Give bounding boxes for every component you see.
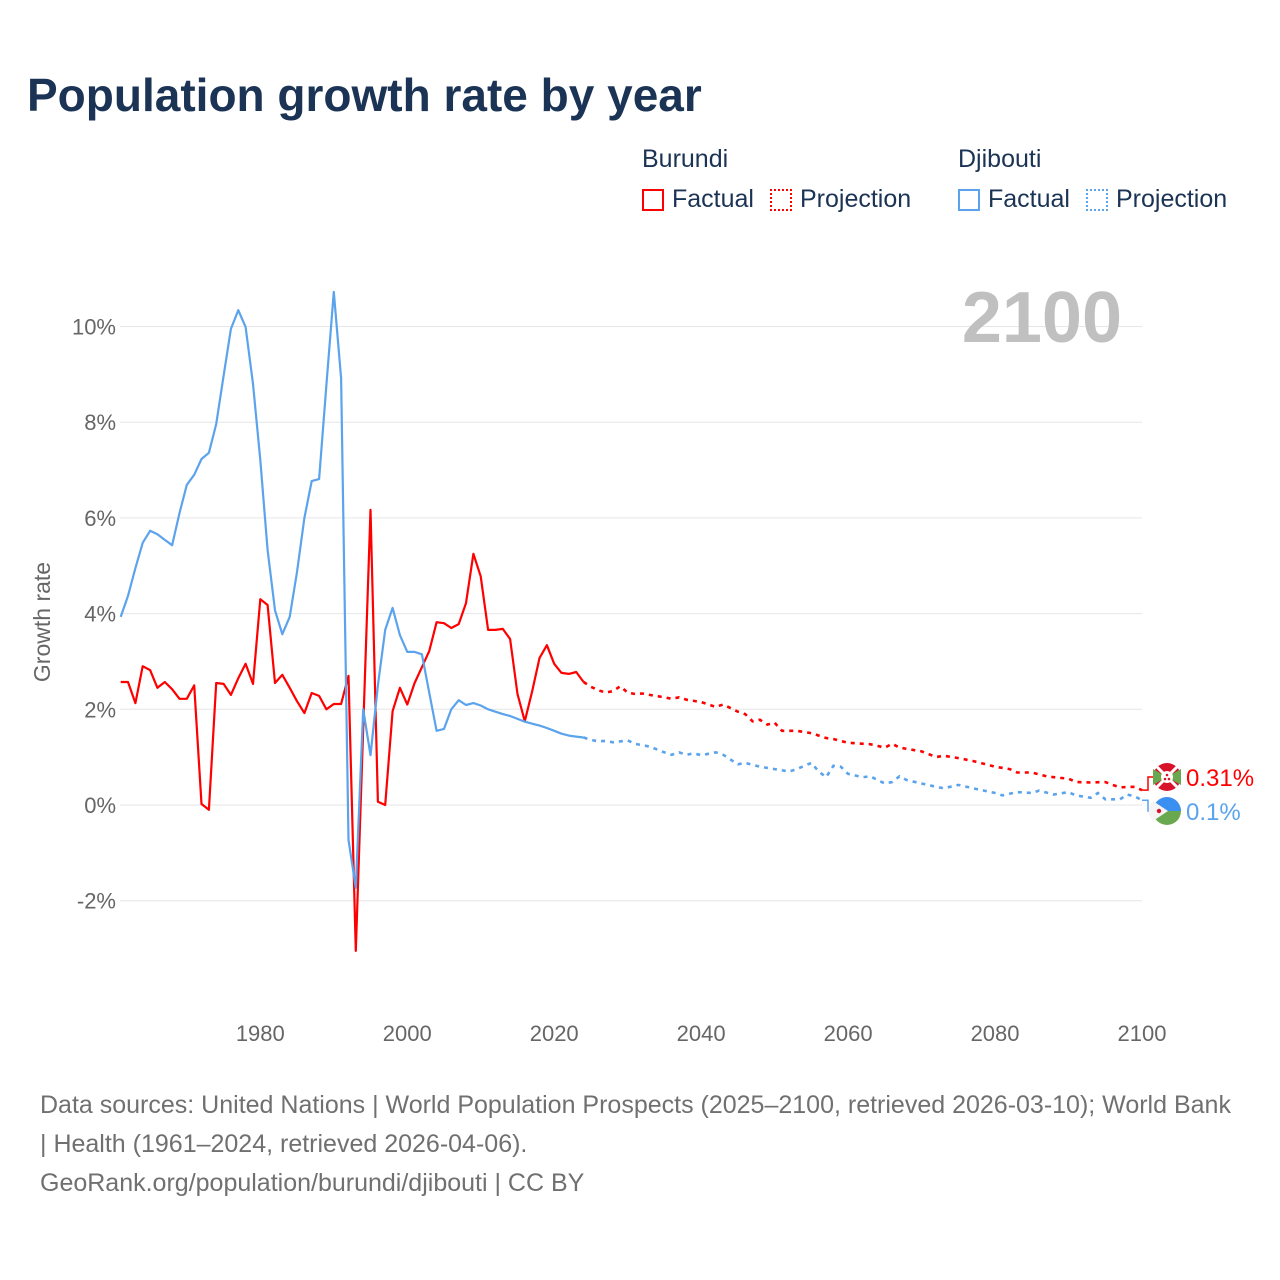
y-tick-label: 2% — [84, 697, 116, 722]
y-axis-label: Growth rate — [29, 562, 55, 682]
legend-group-title: Djibouti — [958, 145, 1042, 173]
end-markers: 0.31% 0.1% — [1142, 761, 1254, 826]
legend-group-burundi: Burundi — [642, 145, 728, 174]
series-lines — [119, 290, 1143, 953]
flag-star — [1165, 773, 1169, 777]
burundi-flag-icon — [1151, 761, 1183, 793]
y-tick-label: 10% — [72, 315, 116, 340]
line-burundi-projection — [582, 680, 1143, 792]
x-tick-label: 2020 — [530, 1021, 579, 1046]
year-overlay: 2100 — [962, 278, 1122, 358]
solid-swatch-icon — [958, 188, 980, 211]
end-label-burundi: 0.31% — [1186, 765, 1254, 792]
line-djibouti-factual — [119, 290, 584, 889]
legend-row-djibouti: Factual Projection — [958, 185, 1243, 214]
legend-item-djibouti-factual[interactable]: Factual — [958, 185, 1070, 214]
y-tick-label: 4% — [84, 602, 116, 627]
legend-group-title: Burundi — [642, 145, 729, 173]
data-sources: Data sources: United Nations | World Pop… — [40, 1091, 1231, 1158]
y-tick-label: 0% — [84, 793, 116, 818]
legend-label: Projection — [1115, 185, 1228, 213]
flag-disc — [1161, 771, 1173, 783]
axes: -2% 0% 2% 4% 6% 8% 10% 1980 2000 2020 2040 2060 2080… — [72, 315, 1167, 1047]
y-tick-label: 8% — [84, 410, 116, 435]
legend-label: Factual — [988, 185, 1070, 213]
legend-label: Factual — [672, 185, 754, 213]
flag-star — [1167, 777, 1171, 781]
flag-star — [1156, 808, 1162, 814]
footer: Data sources: United Nations | World Pop… — [40, 1086, 1240, 1203]
end-label-djibouti: 0.1% — [1186, 799, 1241, 826]
legend-item-djibouti-projection[interactable]: Projection — [1085, 185, 1228, 214]
legend-label: Projection — [799, 185, 912, 213]
x-tick-label: 2000 — [383, 1021, 432, 1046]
solid-swatch-icon — [642, 188, 664, 211]
x-tick-label: 2040 — [677, 1021, 726, 1046]
line-burundi-factual — [120, 508, 585, 953]
gridlines — [120, 326, 1142, 902]
page-title: Population growth rate by year — [27, 69, 702, 121]
legend-row-burundi: Factual Projection — [642, 185, 927, 214]
x-tick-label: 2060 — [824, 1021, 873, 1046]
djibouti-flag-icon — [1148, 797, 1181, 825]
attribution-link[interactable]: GeoRank.org/population/burundi/djibouti … — [40, 1169, 585, 1197]
x-tick-label: 1980 — [236, 1021, 285, 1046]
line-djibouti-projection — [583, 736, 1143, 802]
dotted-swatch-icon — [1085, 188, 1108, 211]
y-tick-label: -2% — [77, 889, 116, 914]
legend-item-burundi-projection[interactable]: Projection — [769, 185, 912, 214]
legend-item-burundi-factual[interactable]: Factual — [642, 185, 754, 214]
x-tick-label: 2080 — [971, 1021, 1020, 1046]
x-tick-label: 2100 — [1118, 1021, 1167, 1046]
y-tick-label: 6% — [84, 506, 116, 531]
flag-star — [1163, 777, 1167, 781]
dotted-swatch-icon — [769, 188, 792, 211]
legend-group-djibouti: Djibouti — [958, 145, 1041, 174]
connector-burundi — [1142, 776, 1154, 791]
